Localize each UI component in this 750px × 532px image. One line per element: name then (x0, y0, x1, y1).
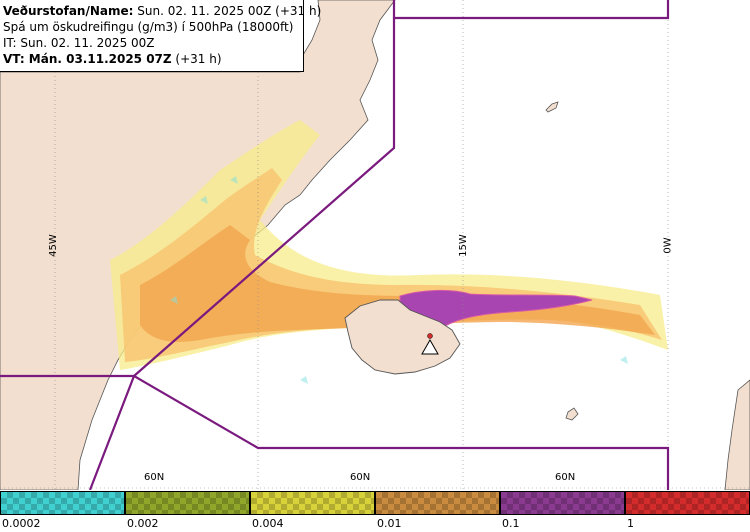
ash-plume (110, 120, 668, 384)
legend-label-2: 0.002 (127, 517, 159, 530)
graticule (0, 0, 750, 490)
info-line-initial-time: IT: Sun. 02. 11. 2025 00Z (3, 36, 155, 50)
volcano-triangle (421, 338, 439, 355)
legend-label-4: 0.01 (377, 517, 402, 530)
legend-swatch-2 (125, 491, 250, 515)
lon-label-15w: 15W (457, 234, 469, 257)
lat-label-60n-2: 60N (350, 472, 371, 483)
info-line-name: Veðurstofan/Name: Sun. 02. 11. 2025 00Z … (3, 4, 322, 18)
faroe-islands (565, 407, 579, 421)
legend-label-6: 1 (627, 517, 634, 530)
ash-dispersion-map (0, 0, 750, 490)
legend-label-5: 0.1 (502, 517, 520, 530)
lat-label-60n-3: 60N (555, 472, 576, 483)
forecast-info-box: Veðurstofan/Name: Sun. 02. 11. 2025 00Z … (0, 0, 322, 72)
legend-swatch-4 (375, 491, 500, 515)
iceland-land (344, 299, 461, 375)
concentration-legend: 0.0002 0.002 0.004 0.01 0.1 1 (0, 490, 750, 532)
legend-swatch-5 (500, 491, 625, 515)
volcano-source-dot (427, 333, 433, 339)
jan-mayen-island (545, 101, 559, 113)
legend-swatch-3 (250, 491, 375, 515)
norway-coast (724, 379, 750, 490)
lon-label-0w: 0W (662, 237, 674, 254)
lat-label-60n-1: 60N (144, 472, 165, 483)
info-line-valid-time: VT: Mán. 03.11.2025 07Z (+31 h) (3, 52, 222, 66)
legend-swatch-1 (0, 491, 125, 515)
info-line-product: Spá um öskudreifingu (g/m3) í 500hPa (18… (3, 20, 294, 34)
lon-label-45w: 45W (47, 234, 59, 257)
legend-label-3: 0.004 (252, 517, 284, 530)
airspace-boundary (0, 0, 670, 490)
legend-swatch-6 (625, 491, 750, 515)
legend-label-1: 0.0002 (2, 517, 41, 530)
